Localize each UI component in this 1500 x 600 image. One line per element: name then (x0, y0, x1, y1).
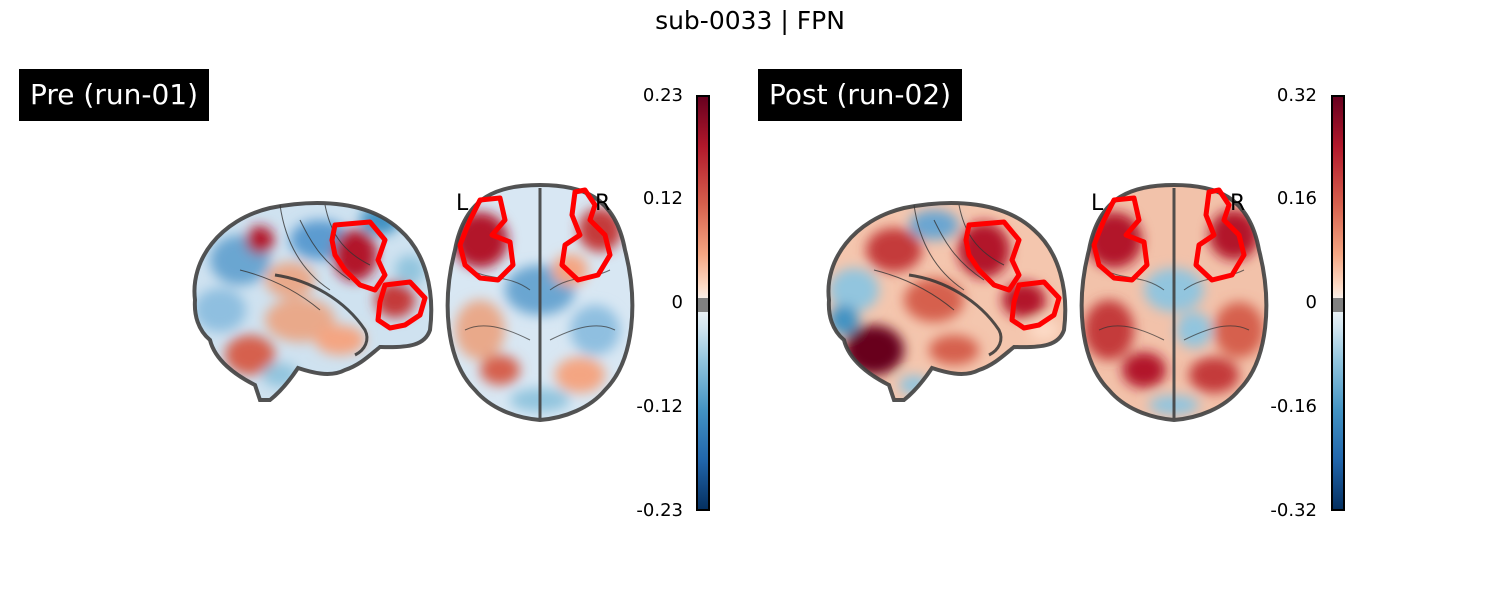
colorbar-tick-label: 0 (1305, 292, 1317, 313)
colorbar-tick-label: -0.32 (1270, 500, 1317, 521)
colorbar-threshold-band-pre (698, 298, 708, 312)
figure-title: sub-0033 | FPN (655, 6, 845, 35)
colorbar-tick-label: -0.16 (1270, 396, 1317, 417)
panel-label-post: Post (run-02) (758, 69, 963, 121)
brain-glass-views-post: L R (826, 182, 1269, 423)
orientation-label-left-post: L (1091, 191, 1104, 216)
colorbar-tick-label: 0.32 (1276, 85, 1317, 106)
sagittal-view-pre (192, 201, 434, 402)
orientation-label-left-pre: L (456, 191, 469, 216)
panel-label-pre: Pre (run-01) (19, 69, 209, 121)
colorbar-tick-label: 0.12 (642, 188, 683, 209)
brain-glass-views-pre: L R (192, 182, 635, 423)
colorbar-tick-label: 0.23 (642, 85, 683, 106)
colorbar-tick-label: 0.16 (1276, 188, 1317, 209)
axial-view-post: L R (1079, 182, 1269, 423)
axial-view-pre: L R (445, 182, 635, 423)
colorbar-tick-label: -0.12 (636, 396, 683, 417)
orientation-label-right-post: R (1230, 191, 1245, 216)
colorbar-tick-label: -0.23 (636, 500, 683, 521)
sagittal-view-post (826, 201, 1068, 402)
colorbar-threshold-band-post (1333, 298, 1343, 312)
colorbar-post (1331, 95, 1345, 511)
colorbar-tick-label: 0 (671, 292, 683, 313)
orientation-label-right-pre: R (595, 191, 610, 216)
colorbar-pre (696, 95, 710, 511)
